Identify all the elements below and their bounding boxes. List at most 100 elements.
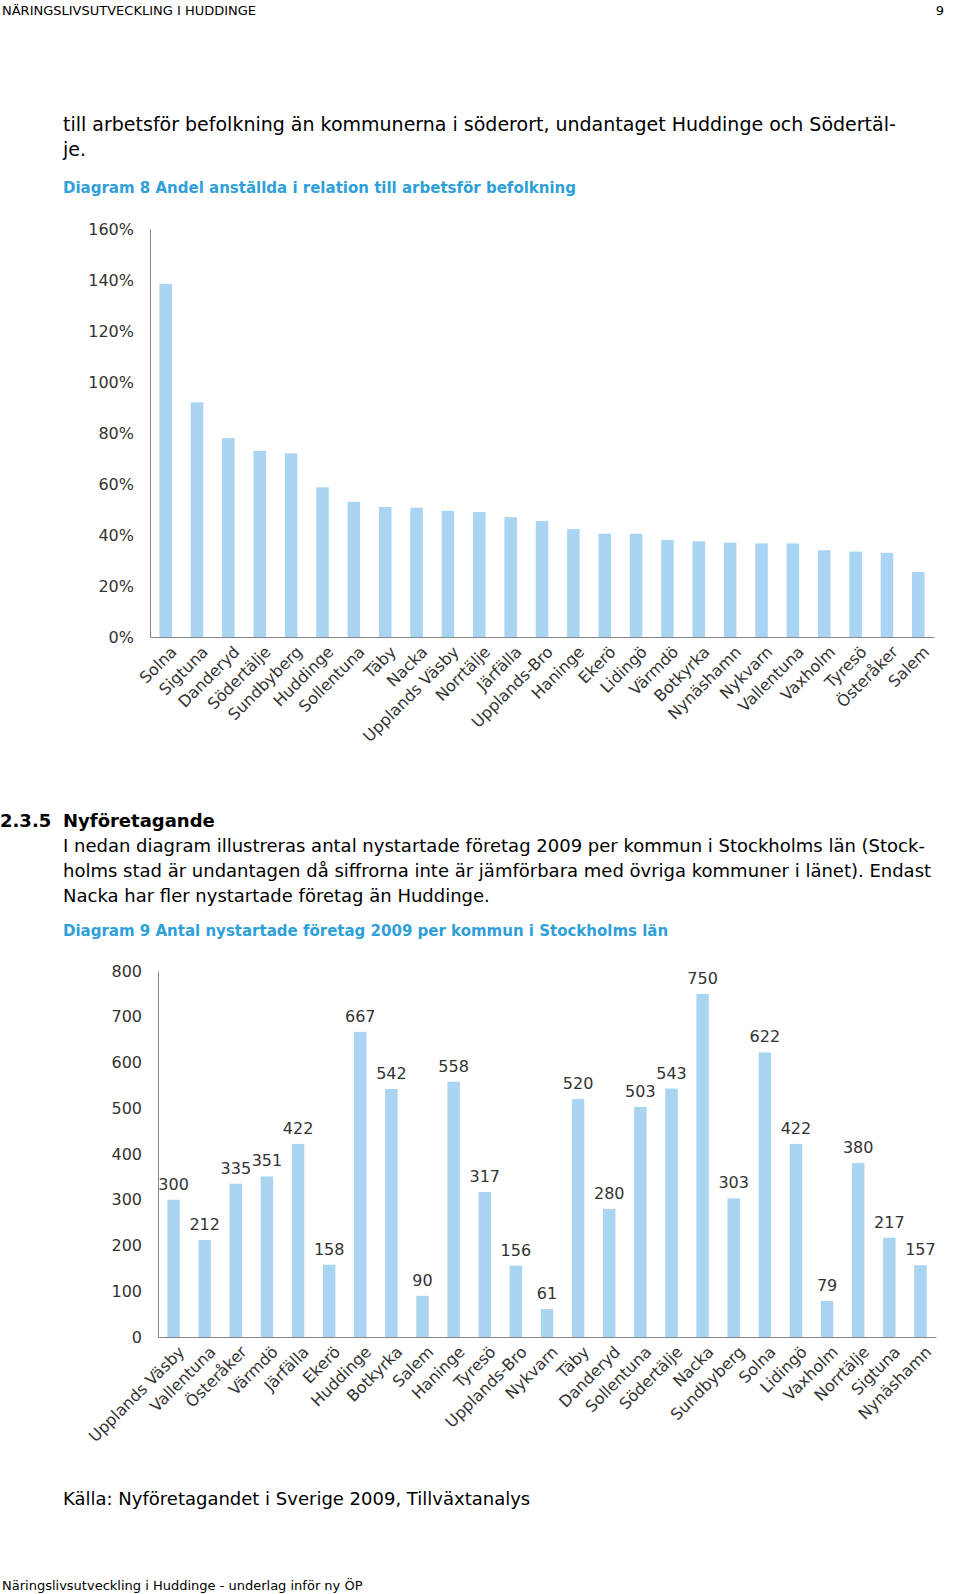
bar <box>504 517 517 637</box>
paragraph-line: Nacka har fler nystartade företag än Hud… <box>63 885 490 906</box>
x-tick: Nynäshamn <box>854 1337 935 1423</box>
data-label: 558 <box>438 1057 469 1076</box>
bar <box>159 284 172 637</box>
bar <box>416 1296 428 1337</box>
y-tick: 700 <box>111 1007 158 1026</box>
axis-line <box>158 972 159 1338</box>
paragraph-line: je. <box>62 138 86 160</box>
source: Källa: Nyföretagandet i Sverige 2009, Ti… <box>63 1488 530 1509</box>
y-tick-label: 40% <box>98 526 134 545</box>
x-tick: Järfälla <box>260 1337 313 1396</box>
bar <box>881 553 894 637</box>
y-tick-label: 0 <box>132 1328 142 1347</box>
y-tick: 0 <box>132 1328 158 1347</box>
data-label: 422 <box>781 1119 812 1138</box>
bar <box>727 1198 739 1337</box>
data-label: 542 <box>376 1064 407 1083</box>
y-tick-label: 200 <box>111 1236 142 1255</box>
data-label: 217 <box>874 1213 905 1232</box>
axis-line <box>151 637 935 638</box>
y-tick-label: 500 <box>111 1099 142 1118</box>
y-tick: 500 <box>111 1099 158 1118</box>
bar <box>510 1266 522 1337</box>
section-title: Nyföretagande <box>63 810 215 831</box>
data-label: 543 <box>656 1064 687 1083</box>
y-tick-label: 0% <box>109 628 134 647</box>
y-tick: 120% <box>88 322 150 341</box>
bar <box>849 552 862 637</box>
y-tick: 100 <box>111 1282 158 1301</box>
x-tick-label: Nynäshamn <box>854 1342 935 1423</box>
y-tick-label: 20% <box>98 577 134 596</box>
x-tick-label: Sollentuna <box>295 642 369 716</box>
y-tick-label: 400 <box>111 1145 142 1164</box>
bar <box>790 1144 802 1337</box>
data-label: 156 <box>501 1241 532 1260</box>
bar <box>541 1309 553 1337</box>
chart-title: Diagram 9 Antal nystartade företag 2009 … <box>63 922 668 940</box>
data-label: 317 <box>469 1167 500 1186</box>
section-number: 2.3.5 <box>0 810 51 831</box>
bar <box>755 543 768 637</box>
bar <box>253 451 266 637</box>
data-label: 520 <box>563 1074 594 1093</box>
paragraph-line: till arbetsför befolkning än kommunerna … <box>63 113 896 135</box>
bar <box>348 502 361 637</box>
y-tick-label: 800 <box>111 962 142 981</box>
bar <box>821 1301 833 1337</box>
data-label: 622 <box>750 1027 781 1046</box>
bars <box>159 284 924 637</box>
bar <box>598 534 611 637</box>
data-labels: 3002123353514221586675429055831715661520… <box>158 969 935 1303</box>
bar <box>759 1052 771 1337</box>
bar <box>572 1099 584 1337</box>
bar <box>198 1240 210 1337</box>
y-tick-label: 100% <box>88 373 134 392</box>
y-tick-label: 600 <box>111 1053 142 1072</box>
bar <box>693 541 706 637</box>
y-tick: 60% <box>98 475 150 494</box>
bar <box>883 1238 895 1337</box>
bar <box>292 1144 304 1337</box>
bar <box>447 1082 459 1337</box>
y-tick-label: 140% <box>88 271 134 290</box>
bar <box>261 1176 273 1337</box>
data-label: 351 <box>252 1151 283 1170</box>
bar <box>914 1265 926 1337</box>
bar <box>354 1032 366 1337</box>
bar <box>230 1184 242 1337</box>
x-tick: Nykvarn <box>501 1337 561 1403</box>
y-tick-label: 160% <box>88 220 134 239</box>
bar <box>410 508 423 637</box>
y-tick: 100% <box>88 373 150 392</box>
y-tick: 800 <box>111 962 158 981</box>
bar <box>818 550 831 637</box>
page-number: 9 <box>936 3 944 18</box>
data-label: 503 <box>625 1082 656 1101</box>
data-label: 90 <box>412 1271 432 1290</box>
y-tick: 160% <box>88 220 150 239</box>
bar <box>191 402 204 637</box>
bar <box>316 487 329 637</box>
y-tick: 200 <box>111 1236 158 1255</box>
page: NÄRINGSLIVSUTVECKLING I HUDDINGE9till ar… <box>0 0 960 1594</box>
y-tick-label: 300 <box>111 1190 142 1209</box>
bars <box>167 994 926 1337</box>
x-tick: Sollentuna <box>295 637 369 716</box>
y-tick: 400 <box>111 1145 158 1164</box>
data-label: 667 <box>345 1007 376 1026</box>
x-tick: Salem <box>884 637 933 691</box>
x-tick-label: Salem <box>884 642 933 691</box>
data-label: 380 <box>843 1138 874 1157</box>
y-tick: 300 <box>111 1190 158 1209</box>
bar <box>536 521 549 637</box>
x-tick-label: Nykvarn <box>501 1342 561 1402</box>
bar <box>661 540 674 637</box>
data-label: 280 <box>594 1184 625 1203</box>
y-tick-label: 80% <box>98 424 134 443</box>
bar <box>665 1089 677 1337</box>
y-tick: 0% <box>109 628 150 647</box>
y-tick: 20% <box>98 577 150 596</box>
chart-title: Diagram 8 Andel anställda i relation til… <box>63 179 576 197</box>
data-label: 300 <box>158 1175 189 1194</box>
